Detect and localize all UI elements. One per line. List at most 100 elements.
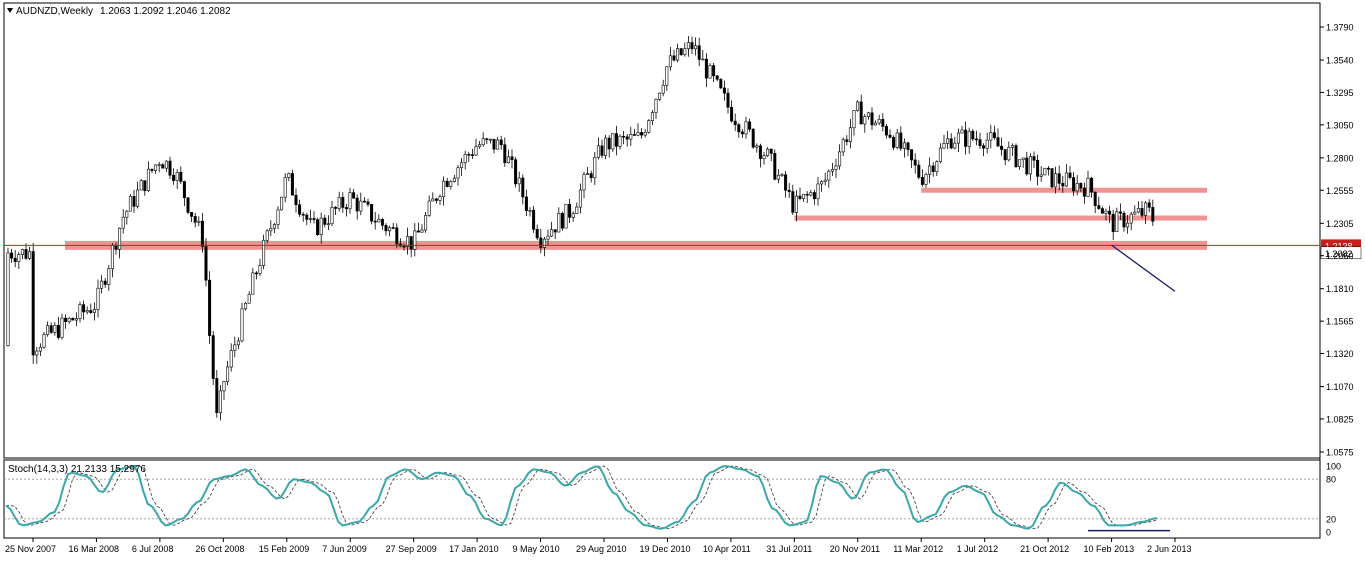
candle-bull xyxy=(1129,213,1133,224)
candle-bull xyxy=(1136,208,1140,213)
candle-bull xyxy=(431,198,435,202)
candle-bear xyxy=(884,126,888,136)
candle-bull xyxy=(20,249,24,255)
candle-bull xyxy=(852,110,856,129)
candle-bear xyxy=(64,317,68,322)
candle-bear xyxy=(215,378,219,413)
candle-bear xyxy=(334,206,338,209)
candle-bear xyxy=(845,139,849,142)
candle-bull xyxy=(319,217,323,235)
candle-bear xyxy=(949,138,953,149)
candle-bull xyxy=(1133,211,1137,215)
candle-bull xyxy=(935,161,939,172)
time-axis-label: 19 Dec 2010 xyxy=(639,544,690,554)
candle-bull xyxy=(744,121,748,135)
candle-bull xyxy=(326,223,330,226)
candle-bear xyxy=(1050,168,1054,188)
price-line-label: 1.2138 xyxy=(1325,241,1353,251)
candle-bear xyxy=(640,132,644,136)
candle-bull xyxy=(650,112,654,121)
candle-bull xyxy=(809,192,813,196)
candle-bear xyxy=(402,245,406,248)
candle-bull xyxy=(856,101,860,111)
candle-bull xyxy=(406,236,410,247)
candle-bull xyxy=(1007,147,1011,161)
candle-bull xyxy=(766,148,770,156)
candle-bull xyxy=(67,317,71,322)
candle-bull xyxy=(197,220,201,223)
candle-bull xyxy=(265,230,269,241)
candle-bull xyxy=(348,192,352,210)
candlestick-series xyxy=(6,35,1155,421)
candle-bear xyxy=(49,325,53,333)
menu-triangle-icon[interactable] xyxy=(7,8,13,13)
candle-bull xyxy=(938,147,942,162)
candle-bull xyxy=(308,218,312,220)
candle-bull xyxy=(1028,156,1032,175)
candle-bull xyxy=(456,167,460,179)
time-axis-label: 26 Oct 2008 xyxy=(195,544,244,554)
candle-bear xyxy=(89,310,93,313)
candle-bull xyxy=(816,183,820,200)
candle-bear xyxy=(71,317,75,321)
candle-bear xyxy=(168,160,172,176)
candle-bear xyxy=(373,220,377,223)
candle-bull xyxy=(1021,157,1025,160)
candle-bull xyxy=(136,189,140,207)
candle-bear xyxy=(1111,213,1115,233)
candle-bull xyxy=(262,239,266,266)
candle-bear xyxy=(344,207,348,210)
candle-bull xyxy=(924,174,928,185)
candle-bull xyxy=(694,45,698,50)
candle-bear xyxy=(996,137,1000,147)
candle-bear xyxy=(964,129,968,147)
candle-bear xyxy=(1147,202,1151,208)
candle-bull xyxy=(1064,172,1068,187)
candle-bull xyxy=(517,177,521,185)
ohlc-values: 1.2063 1.2092 1.2046 1.2082 xyxy=(100,6,231,17)
candle-bear xyxy=(305,214,309,220)
candle-bull xyxy=(269,228,273,232)
candle-bear xyxy=(409,236,413,250)
candle-bear xyxy=(791,191,795,213)
candle-bear xyxy=(769,148,773,154)
candle-bull xyxy=(863,116,867,125)
price-axis-label: 1.3540 xyxy=(1326,56,1354,66)
time-axis-label: 16 Mar 2008 xyxy=(68,544,119,554)
candle-bull xyxy=(946,138,950,144)
candle-bear xyxy=(204,246,208,281)
candle-bear xyxy=(395,227,399,245)
candle-bear xyxy=(748,121,752,130)
candle-bear xyxy=(316,219,320,235)
candle-bull xyxy=(74,318,78,321)
candle-bear xyxy=(254,272,258,275)
candle-bear xyxy=(740,131,744,135)
price-axis-label: 1.2555 xyxy=(1326,186,1354,196)
candle-bull xyxy=(118,227,122,250)
candle-bear xyxy=(568,203,572,218)
candle-bear xyxy=(161,164,165,169)
candle-bull xyxy=(1039,174,1043,177)
candle-bear xyxy=(10,252,14,259)
candle-bull xyxy=(377,219,381,223)
price-axis-label: 1.0575 xyxy=(1326,448,1354,458)
candle-bull xyxy=(330,206,334,225)
candle-bear xyxy=(391,227,395,229)
candle-bull xyxy=(708,65,712,79)
candle-bear xyxy=(704,58,708,79)
candle-bull xyxy=(17,254,21,262)
candle-bear xyxy=(1108,210,1112,215)
candle-bear xyxy=(553,229,557,233)
candle-bull xyxy=(28,251,32,259)
candle-bull xyxy=(928,165,932,175)
candle-bull xyxy=(218,390,222,413)
candle-bear xyxy=(301,213,305,216)
candle-bull xyxy=(841,139,845,153)
candle-bull xyxy=(60,317,64,338)
candle-bull xyxy=(1144,202,1148,216)
candle-bull xyxy=(578,189,582,208)
candle-bear xyxy=(1097,205,1101,209)
candle-bear xyxy=(888,134,892,138)
